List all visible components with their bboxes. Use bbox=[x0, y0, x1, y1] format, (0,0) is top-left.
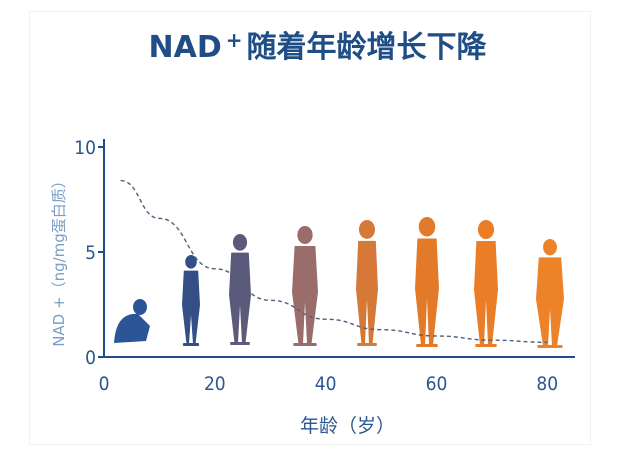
person-silhouette bbox=[415, 217, 439, 347]
series bbox=[120, 179, 548, 343]
x-tick-label: 80 bbox=[536, 373, 558, 395]
y-tick-label: 0 bbox=[85, 347, 96, 369]
chart-title: NAD + 随着年龄增长下降 bbox=[0, 22, 635, 66]
person-silhouette bbox=[229, 234, 251, 345]
silhouettes bbox=[114, 217, 564, 348]
person-silhouette bbox=[114, 299, 150, 343]
person-silhouette bbox=[474, 220, 498, 347]
title-superscript: + bbox=[225, 28, 243, 52]
title-rest: 随着年龄增长下降 bbox=[246, 30, 487, 65]
x-tick-label: 20 bbox=[204, 373, 226, 395]
person-silhouette bbox=[292, 226, 318, 346]
series-line bbox=[120, 179, 548, 343]
ticks: 0 20 40 60 80 0 5 10 bbox=[74, 137, 558, 395]
x-tick-label: 40 bbox=[315, 373, 337, 395]
axes bbox=[103, 139, 575, 358]
person-silhouette bbox=[182, 255, 200, 346]
y-axis-label: NAD +（ng/mg蛋白质） bbox=[50, 173, 68, 347]
x-tick-label: 0 bbox=[99, 373, 110, 395]
chart-card bbox=[30, 12, 590, 444]
person-silhouette bbox=[536, 239, 564, 348]
y-tick-label: 5 bbox=[85, 242, 96, 264]
x-axis-label: 年龄（岁） bbox=[300, 415, 395, 437]
x-tick-label: 60 bbox=[426, 373, 448, 395]
person-silhouette bbox=[356, 220, 378, 346]
y-tick-label: 10 bbox=[74, 137, 96, 159]
title-nad: NAD bbox=[148, 30, 222, 65]
